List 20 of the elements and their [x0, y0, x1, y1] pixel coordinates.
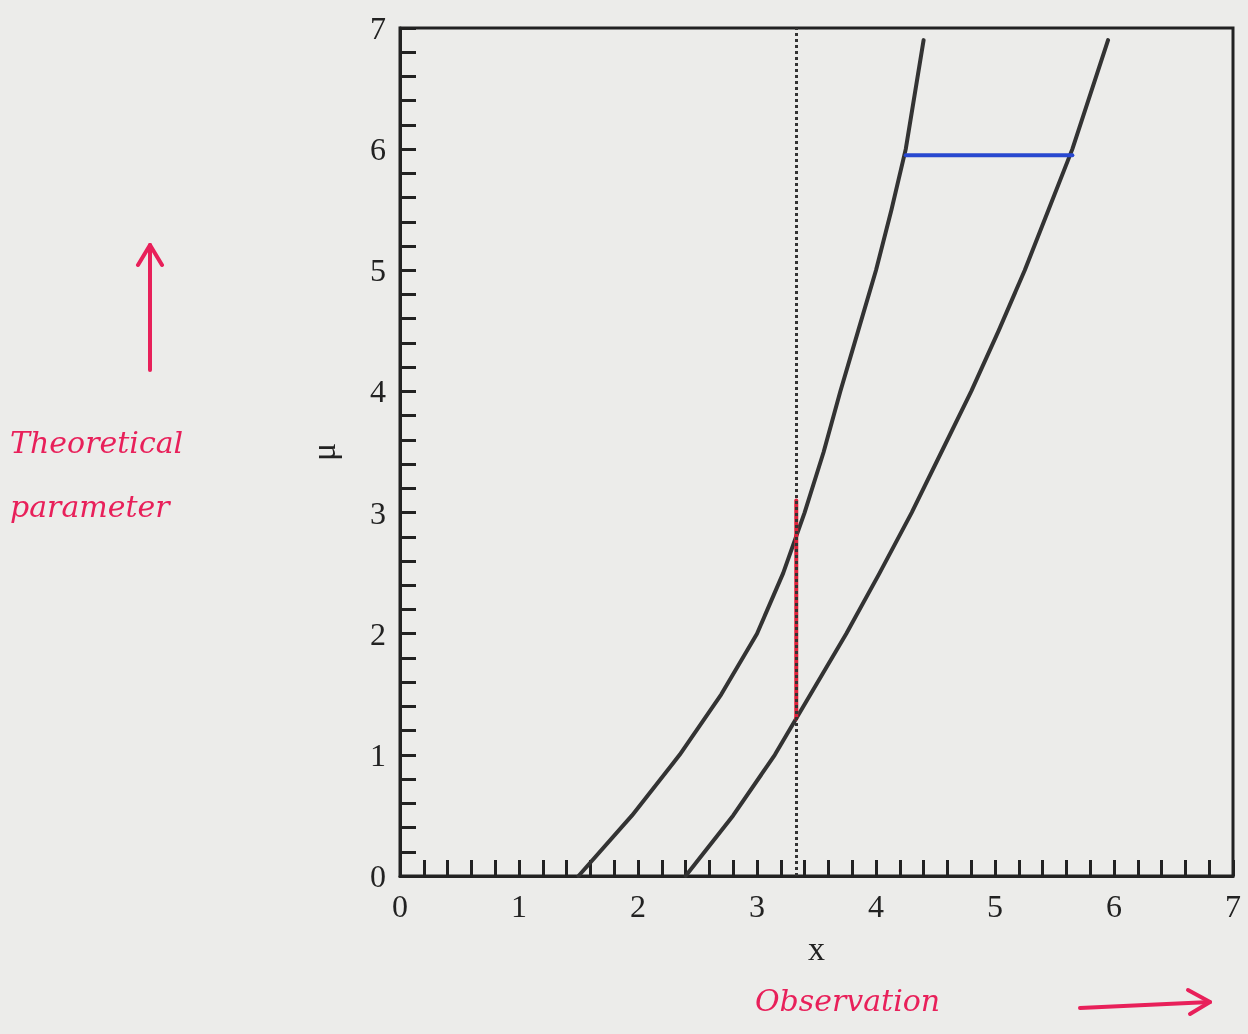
y-tick-label: 5: [370, 252, 386, 289]
text: Observation: [755, 982, 941, 1018]
x-tick-label: 2: [630, 888, 646, 924]
x-tick-label: 3: [749, 888, 765, 924]
x-tick-label: 7: [1225, 888, 1241, 924]
y-tick-label: 1: [370, 736, 386, 773]
x-tick-label: 5: [987, 888, 1003, 924]
x-tick-label: 4: [868, 888, 884, 924]
y-axis-title: μ: [304, 442, 342, 462]
x-tick-label: 0: [392, 888, 408, 924]
y-tick-label: 4: [370, 373, 386, 410]
x-tick-label: 6: [1106, 888, 1122, 924]
text: Theoretical parameter: [10, 424, 193, 524]
y-tick-label: 2: [370, 615, 386, 652]
x-axis-title: x: [808, 929, 825, 967]
x-tick-label: 1: [511, 888, 527, 924]
y-tick-label: 0: [370, 858, 386, 894]
y-tick-label: 6: [370, 131, 386, 168]
y-tick-label: 3: [370, 494, 386, 531]
y-tick-label: 7: [370, 10, 386, 46]
